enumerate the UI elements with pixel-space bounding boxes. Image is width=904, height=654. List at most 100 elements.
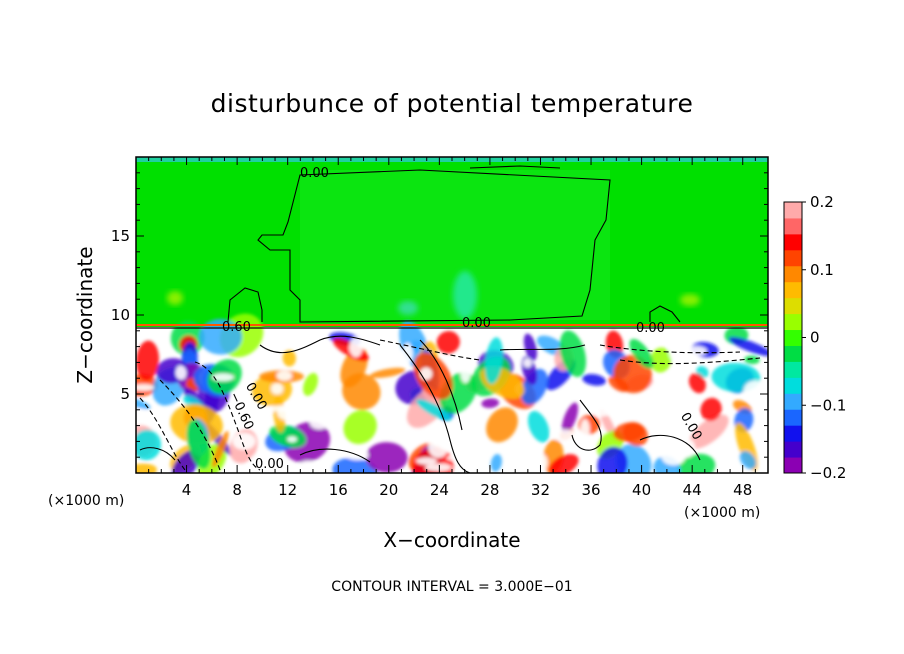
x-axis-label: X−coordinate bbox=[383, 528, 520, 552]
color-blob bbox=[460, 362, 471, 383]
color-blob bbox=[649, 347, 672, 373]
upper-cyan-blob bbox=[398, 301, 418, 315]
colorbar-swatch bbox=[784, 313, 802, 331]
dashed-contour bbox=[379, 339, 481, 361]
y-axis: 5 10 15 bbox=[111, 172, 768, 458]
color-blob bbox=[749, 390, 768, 407]
contour bbox=[399, 344, 471, 473]
color-blob bbox=[436, 331, 460, 354]
dashed-contour bbox=[619, 357, 761, 365]
colorbar-tick-label: −0.1 bbox=[810, 396, 846, 414]
color-blob bbox=[744, 355, 760, 365]
x-tick-label: 24 bbox=[430, 481, 449, 499]
color-blob bbox=[428, 422, 447, 432]
contour bbox=[259, 335, 381, 354]
color-blob bbox=[136, 384, 155, 391]
color-blob bbox=[629, 338, 654, 369]
colorbar-swatch bbox=[784, 393, 802, 410]
color-blob bbox=[700, 397, 722, 421]
x-tick-label: 4 bbox=[182, 481, 192, 499]
dashed-contour bbox=[599, 344, 741, 354]
x-tick-label: 8 bbox=[232, 481, 242, 499]
colorbar-tick-label: 0.1 bbox=[810, 261, 834, 279]
color-blob bbox=[136, 463, 157, 473]
x-axis: 4 8 12 16 20 24 28 32 36 40 44 48 bbox=[148, 157, 756, 499]
color-blob bbox=[481, 398, 500, 409]
colorbar-swatch bbox=[784, 249, 802, 267]
color-blob bbox=[136, 409, 151, 426]
colorbar-swatch bbox=[784, 361, 802, 378]
color-blob bbox=[548, 454, 579, 473]
color-blob bbox=[446, 455, 475, 462]
lower-blobs bbox=[136, 313, 768, 473]
color-blob bbox=[248, 455, 262, 473]
color-blob bbox=[343, 410, 377, 445]
color-blob bbox=[392, 408, 406, 417]
colorbar-swatch bbox=[784, 457, 802, 474]
color-blob bbox=[484, 337, 504, 384]
zero-contour bbox=[227, 287, 263, 323]
y-axis-label: Z−coordinate bbox=[73, 246, 97, 383]
color-blob bbox=[415, 457, 438, 465]
color-blob bbox=[186, 419, 211, 469]
color-blob bbox=[559, 330, 587, 377]
color-blob bbox=[580, 419, 590, 440]
color-blob bbox=[301, 343, 325, 358]
x-tick-label: 20 bbox=[379, 481, 398, 499]
contour-interval-note: CONTOUR INTERVAL = 3.000E−01 bbox=[331, 579, 572, 595]
color-blob bbox=[656, 412, 666, 428]
color-blob bbox=[287, 436, 298, 443]
colorbar-tick-label: 0.2 bbox=[810, 193, 834, 211]
x-tick-label: 32 bbox=[531, 481, 550, 499]
color-blob bbox=[175, 365, 187, 380]
color-blob bbox=[342, 373, 381, 410]
color-blob bbox=[608, 376, 629, 393]
colorbar-swatch bbox=[784, 202, 802, 219]
x-tick-label: 28 bbox=[480, 481, 499, 499]
color-blob bbox=[468, 442, 482, 459]
color-blob bbox=[332, 457, 378, 473]
color-blob bbox=[271, 383, 284, 395]
color-blob bbox=[582, 373, 606, 386]
color-blob bbox=[232, 432, 256, 450]
chart-title: disturbunce of potential temperature bbox=[211, 89, 694, 118]
color-blob bbox=[424, 463, 452, 472]
color-blob bbox=[587, 396, 615, 417]
color-blob bbox=[613, 422, 645, 442]
color-blob bbox=[268, 405, 296, 412]
zero-contour bbox=[649, 305, 681, 323]
x-tick-label: 48 bbox=[733, 481, 752, 499]
y-tick-label: 10 bbox=[111, 306, 130, 324]
contour-label: 0.00 bbox=[636, 321, 665, 336]
contour bbox=[639, 434, 701, 461]
color-blob bbox=[688, 373, 706, 394]
contour-label: 0.00 bbox=[255, 457, 284, 472]
dashed-contour bbox=[194, 361, 261, 471]
dashed-contour bbox=[139, 397, 186, 471]
color-blob bbox=[369, 367, 406, 378]
x-tick-label: 36 bbox=[581, 481, 600, 499]
upper-yellow-blob bbox=[680, 294, 700, 306]
color-blob bbox=[523, 333, 538, 361]
color-blob bbox=[136, 429, 162, 461]
contour-label: 0.60 bbox=[222, 320, 251, 335]
y-tick-label: 5 bbox=[120, 385, 130, 403]
contour bbox=[299, 448, 371, 463]
color-blob bbox=[428, 436, 448, 458]
color-blob bbox=[677, 453, 716, 473]
zero-contour bbox=[469, 165, 561, 169]
contour bbox=[139, 447, 176, 461]
x-tick-label: 40 bbox=[632, 481, 651, 499]
color-blob bbox=[413, 352, 453, 400]
x-tick-label: 12 bbox=[278, 481, 297, 499]
x-tick-label: 44 bbox=[683, 481, 702, 499]
color-blob bbox=[349, 337, 363, 358]
color-blob bbox=[688, 414, 729, 449]
colorbar-swatch bbox=[784, 409, 802, 426]
colorbar-tick-label: 0 bbox=[810, 329, 820, 347]
color-blob bbox=[668, 338, 678, 360]
zero-contour bbox=[257, 169, 611, 323]
color-blob bbox=[212, 373, 234, 382]
color-blob bbox=[661, 446, 686, 466]
